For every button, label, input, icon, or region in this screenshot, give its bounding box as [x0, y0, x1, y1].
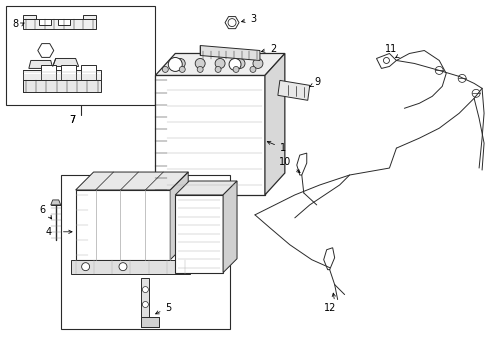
Circle shape	[176, 263, 184, 271]
Circle shape	[142, 302, 148, 307]
Text: 1: 1	[267, 141, 285, 153]
Polygon shape	[29, 60, 53, 68]
Polygon shape	[200, 45, 260, 60]
Polygon shape	[61, 66, 76, 80]
Polygon shape	[175, 181, 237, 195]
Polygon shape	[23, 71, 41, 80]
Circle shape	[471, 89, 479, 97]
Polygon shape	[71, 260, 190, 274]
Circle shape	[235, 58, 244, 68]
Polygon shape	[38, 44, 54, 57]
Circle shape	[175, 58, 185, 68]
Circle shape	[383, 58, 388, 63]
Circle shape	[142, 287, 148, 293]
Circle shape	[197, 67, 203, 72]
Polygon shape	[76, 172, 188, 190]
Polygon shape	[296, 153, 306, 175]
Polygon shape	[141, 318, 159, 328]
Text: 6: 6	[40, 205, 46, 215]
Text: 10: 10	[278, 157, 290, 167]
Text: 12: 12	[323, 302, 335, 312]
Circle shape	[215, 58, 224, 68]
Polygon shape	[82, 15, 95, 19]
Polygon shape	[23, 80, 101, 92]
Polygon shape	[264, 54, 285, 195]
Polygon shape	[81, 66, 95, 80]
Polygon shape	[323, 248, 334, 270]
Polygon shape	[58, 19, 69, 24]
Circle shape	[434, 67, 442, 75]
Circle shape	[195, 58, 205, 68]
Circle shape	[119, 263, 127, 271]
Polygon shape	[170, 172, 188, 260]
Bar	[175, 195, 223, 273]
Polygon shape	[41, 66, 56, 80]
Bar	[6, 6, 155, 105]
Polygon shape	[224, 17, 239, 29]
Text: 8: 8	[13, 19, 19, 28]
Bar	[155, 75, 264, 195]
Text: 7: 7	[69, 115, 76, 125]
Polygon shape	[23, 71, 101, 80]
Circle shape	[457, 75, 465, 82]
Polygon shape	[277, 80, 309, 100]
Text: 4: 4	[45, 227, 52, 237]
Text: 11: 11	[385, 44, 397, 54]
Circle shape	[252, 58, 263, 68]
Circle shape	[249, 67, 255, 72]
Polygon shape	[51, 200, 61, 205]
Circle shape	[228, 58, 241, 71]
Bar	[76, 190, 170, 260]
Text: 3: 3	[241, 14, 256, 24]
Text: 2: 2	[261, 44, 276, 54]
Circle shape	[227, 19, 236, 27]
Circle shape	[162, 67, 168, 72]
Circle shape	[41, 45, 51, 55]
Circle shape	[233, 67, 239, 72]
Polygon shape	[53, 58, 79, 67]
Polygon shape	[141, 278, 159, 328]
Polygon shape	[155, 54, 285, 75]
Polygon shape	[23, 19, 95, 28]
Circle shape	[81, 263, 89, 271]
Bar	[61, 175, 229, 329]
Text: 7: 7	[69, 115, 76, 125]
Polygon shape	[223, 181, 237, 273]
Circle shape	[215, 67, 221, 72]
Text: 5: 5	[155, 302, 171, 314]
Circle shape	[179, 67, 185, 72]
Text: 9: 9	[309, 77, 320, 87]
Circle shape	[168, 58, 182, 71]
Polygon shape	[376, 54, 396, 68]
Polygon shape	[39, 19, 51, 24]
Polygon shape	[23, 15, 36, 19]
